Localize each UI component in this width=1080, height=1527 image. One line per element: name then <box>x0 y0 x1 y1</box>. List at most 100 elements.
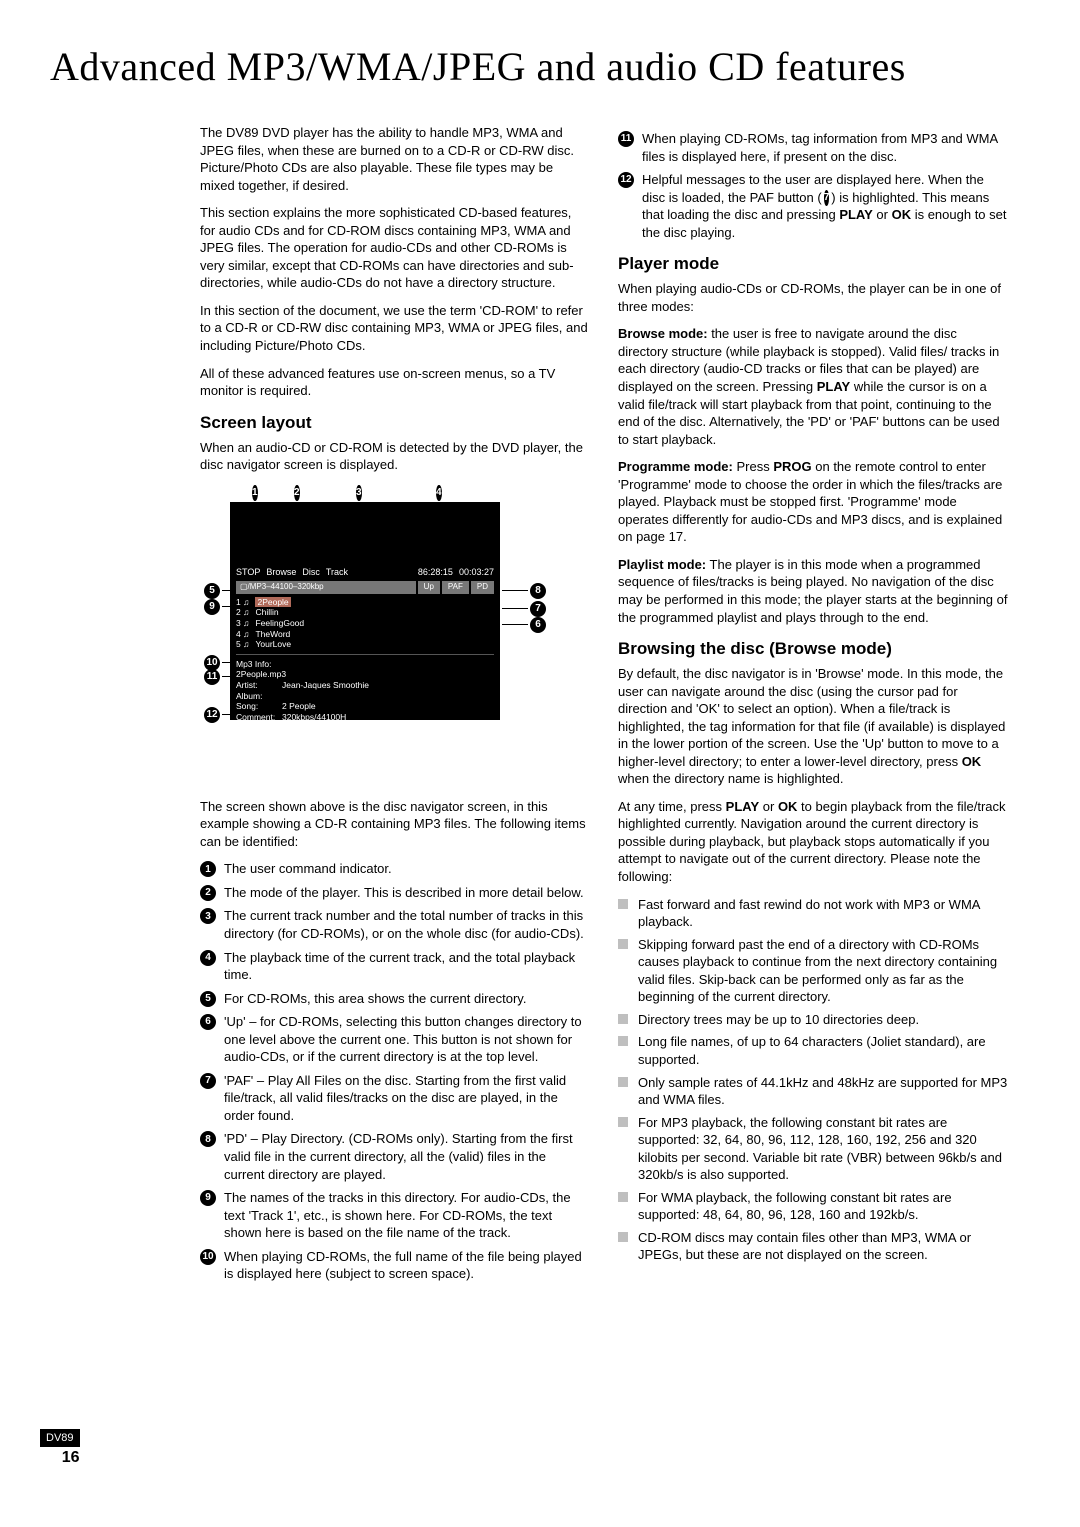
n2: 2 <box>200 885 216 901</box>
player-mode-intro: When playing audio-CDs or CD-ROMs, the p… <box>618 280 1008 315</box>
dia-stop: STOP <box>236 566 260 578</box>
square-bullet-icon <box>618 1077 628 1087</box>
comment-v: 320kbps/44100H <box>282 712 346 722</box>
callout-6: 6 <box>530 617 546 633</box>
n4: 4 <box>200 950 216 966</box>
b2: Skipping forward past the end of a direc… <box>638 936 1008 1006</box>
page-number-value: 16 <box>62 1449 80 1466</box>
n1: 1 <box>200 861 216 877</box>
t5n: 5 ♫ <box>236 639 249 650</box>
programme-mode-p: Programme mode: Press PROG on the remote… <box>618 458 1008 546</box>
song-v: 2 People <box>282 701 316 711</box>
callout-12: 12 <box>204 707 220 723</box>
genre-v: Disco <box>282 723 303 734</box>
t2n: 2 ♫ <box>236 607 249 618</box>
callout-1: 1 <box>252 485 258 501</box>
square-bullet-icon <box>618 899 628 909</box>
numbered-list-left: 1 The user command indicator. 2 The mode o… <box>200 860 590 1282</box>
numbered-list-right: 11 When playing CD-ROMs, tag information … <box>618 130 1008 241</box>
callout-8: 8 <box>530 583 546 599</box>
browse-heading: Browsing the disc (Browse mode) <box>618 638 1008 661</box>
browse-p1: By default, the disc navigator is in 'Br… <box>618 665 1008 788</box>
song-l: Song: <box>236 701 282 712</box>
player-mode-heading: Player mode <box>618 253 1008 276</box>
square-bullet-icon <box>618 1036 628 1046</box>
callout-7: 7 <box>530 601 546 617</box>
intro-p1: The DV89 DVD player has the ability to h… <box>200 124 590 194</box>
left-column: The DV89 DVD player has the ability to h… <box>200 124 590 1293</box>
browse-p2: At any time, press PLAY or OK to begin p… <box>618 798 1008 886</box>
screen-layout-heading: Screen layout <box>200 412 590 435</box>
t1: 2People <box>255 597 290 608</box>
comment-l: Comment: <box>236 712 282 723</box>
item-3: The current track number and the total n… <box>224 907 590 942</box>
n5: 5 <box>200 991 216 1007</box>
item-6: 'Up' – for CD-ROMs, selecting this butto… <box>224 1013 590 1066</box>
dia-pd: PD <box>471 581 494 594</box>
t5: YourLove <box>255 639 291 650</box>
dia-time1: 86:28:15 <box>418 566 453 578</box>
item-8: 'PD' – Play Directory. (CD-ROMs only). S… <box>224 1130 590 1183</box>
n8: 8 <box>200 1131 216 1147</box>
n11: 11 <box>618 131 634 147</box>
after-diagram-text: The screen shown above is the disc navig… <box>200 798 590 851</box>
dia-time2: 00:03:27 <box>459 566 494 578</box>
item-1: The user command indicator. <box>224 860 392 878</box>
callout-11: 11 <box>204 669 220 685</box>
intro-p4: All of these advanced features use on-sc… <box>200 365 590 400</box>
intro-p3: In this section of the document, we use … <box>200 302 590 355</box>
album-l: Album: <box>236 691 282 702</box>
t3n: 3 ♫ <box>236 618 249 629</box>
item-9: The names of the tracks in this director… <box>224 1189 590 1242</box>
item-2: The mode of the player. This is describe… <box>224 884 584 902</box>
n10: 10 <box>200 1249 216 1265</box>
n6: 6 <box>200 1014 216 1030</box>
item-11: When playing CD-ROMs, tag information fr… <box>642 130 1008 165</box>
dia-up: Up <box>418 581 440 594</box>
screen-layout-intro: When an audio-CD or CD-ROM is detected b… <box>200 439 590 474</box>
artist-l: Artist: <box>236 680 282 691</box>
info-title: Mp3 Info: <box>236 659 494 670</box>
b1: Fast forward and fast rewind do not work… <box>638 896 1008 931</box>
year-v: ---- <box>483 723 494 733</box>
b4: Long file names, of up to 64 characters … <box>638 1033 1008 1068</box>
right-column: 11 When playing CD-ROMs, tag information … <box>618 124 1008 1293</box>
dia-footer: Browse. press 'OK' to play. <box>236 735 494 746</box>
square-bullet-icon <box>618 1232 628 1242</box>
callout-9: 9 <box>204 599 220 615</box>
callout-5: 5 <box>204 583 220 599</box>
page-title: Advanced MP3/WMA/JPEG and audio CD featu… <box>50 40 1030 94</box>
b5: Only sample rates of 44.1kHz and 48kHz a… <box>638 1074 1008 1109</box>
n12: 12 <box>618 172 634 188</box>
b8: CD-ROM discs may contain files other tha… <box>638 1229 1008 1264</box>
item-5: For CD-ROMs, this area shows the current… <box>224 990 526 1008</box>
info-file: 2People.mp3 <box>236 669 494 680</box>
t3: FeelingGood <box>255 618 304 629</box>
square-bullet-list: Fast forward and fast rewind do not work… <box>618 896 1008 1264</box>
square-bullet-icon <box>618 1117 628 1127</box>
item-4: The playback time of the current track, … <box>224 949 590 984</box>
item-10: When playing CD-ROMs, the full name of t… <box>224 1248 590 1283</box>
n3: 3 <box>200 908 216 924</box>
t2: Chillin <box>255 607 278 618</box>
t4n: 4 ♫ <box>236 629 249 640</box>
square-bullet-icon <box>618 939 628 949</box>
b3: Directory trees may be up to 10 director… <box>638 1011 919 1029</box>
t4: TheWord <box>255 629 290 640</box>
dia-disc: Disc <box>302 566 320 578</box>
dia-browse: Browse <box>266 566 296 578</box>
playlist-mode-p: Playlist mode: The player is in this mod… <box>618 556 1008 626</box>
browse-mode-p: Browse mode: the user is free to navigat… <box>618 325 1008 448</box>
genre-l: Genre: <box>236 723 282 734</box>
item-7: 'PAF' – Play All Files on the disc. Star… <box>224 1072 590 1125</box>
t1n: 1 ♫ <box>236 597 249 608</box>
square-bullet-icon <box>618 1014 628 1024</box>
artist-v: Jean-Jaques Smoothie <box>282 680 369 690</box>
callout-3: 3 <box>356 485 362 501</box>
model-label: DV89 <box>40 1429 80 1448</box>
b6: For MP3 playback, the following constant… <box>638 1114 1008 1184</box>
b7: For WMA playback, the following constant… <box>638 1189 1008 1224</box>
dia-track: Track <box>326 566 348 578</box>
diagram: 1 2 3 4 5 9 10 11 12 8 7 6 STOP Browse D… <box>200 484 590 784</box>
year-l: Year: <box>461 723 481 733</box>
